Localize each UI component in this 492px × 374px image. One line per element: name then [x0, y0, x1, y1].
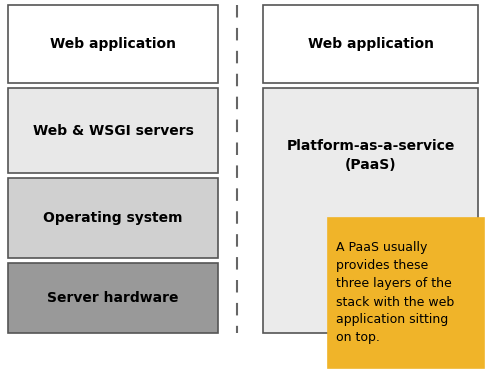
Text: Web application: Web application	[50, 37, 176, 51]
Text: Platform-as-a-service
(PaaS): Platform-as-a-service (PaaS)	[286, 139, 455, 172]
Bar	[8, 178, 218, 258]
Bar	[263, 5, 478, 83]
Bar	[8, 5, 218, 83]
Text: Web application: Web application	[308, 37, 433, 51]
Bar	[263, 88, 478, 333]
Bar	[328, 218, 484, 368]
Text: Operating system: Operating system	[43, 211, 183, 225]
Text: Web & WSGI servers: Web & WSGI servers	[32, 123, 193, 138]
Bar	[8, 88, 218, 173]
Bar	[8, 263, 218, 333]
Text: A PaaS usually
provides these
three layers of the
stack with the web
application: A PaaS usually provides these three laye…	[336, 242, 454, 344]
Text: Server hardware: Server hardware	[47, 291, 179, 305]
